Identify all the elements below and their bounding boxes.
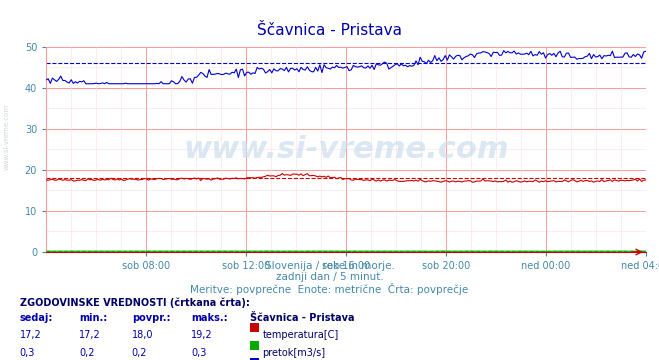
- Text: povpr.:: povpr.:: [132, 313, 170, 323]
- Text: 0,3: 0,3: [20, 348, 35, 358]
- Text: 18,0: 18,0: [132, 330, 154, 341]
- Text: pretok[m3/s]: pretok[m3/s]: [262, 348, 326, 358]
- Text: 0,2: 0,2: [79, 348, 95, 358]
- Text: Ščavnica - Pristava: Ščavnica - Pristava: [250, 313, 355, 323]
- Text: temperatura[C]: temperatura[C]: [262, 330, 339, 341]
- Text: Ščavnica - Pristava: Ščavnica - Pristava: [257, 23, 402, 39]
- Text: zadnji dan / 5 minut.: zadnji dan / 5 minut.: [275, 272, 384, 282]
- Text: www.si-vreme.com: www.si-vreme.com: [183, 135, 509, 164]
- Text: sedaj:: sedaj:: [20, 313, 53, 323]
- Text: 17,2: 17,2: [20, 330, 42, 341]
- Text: min.:: min.:: [79, 313, 107, 323]
- Text: 17,2: 17,2: [79, 330, 101, 341]
- Text: ZGODOVINSKE VREDNOSTI (črtkana črta):: ZGODOVINSKE VREDNOSTI (črtkana črta):: [20, 297, 250, 307]
- Text: Meritve: povprečne  Enote: metrične  Črta: povprečje: Meritve: povprečne Enote: metrične Črta:…: [190, 283, 469, 294]
- Text: 0,3: 0,3: [191, 348, 206, 358]
- Text: www.si-vreme.com: www.si-vreme.com: [3, 104, 9, 170]
- Text: Slovenija / reke in morje.: Slovenija / reke in morje.: [264, 261, 395, 271]
- Text: maks.:: maks.:: [191, 313, 228, 323]
- Text: 19,2: 19,2: [191, 330, 213, 341]
- Text: 0,2: 0,2: [132, 348, 148, 358]
